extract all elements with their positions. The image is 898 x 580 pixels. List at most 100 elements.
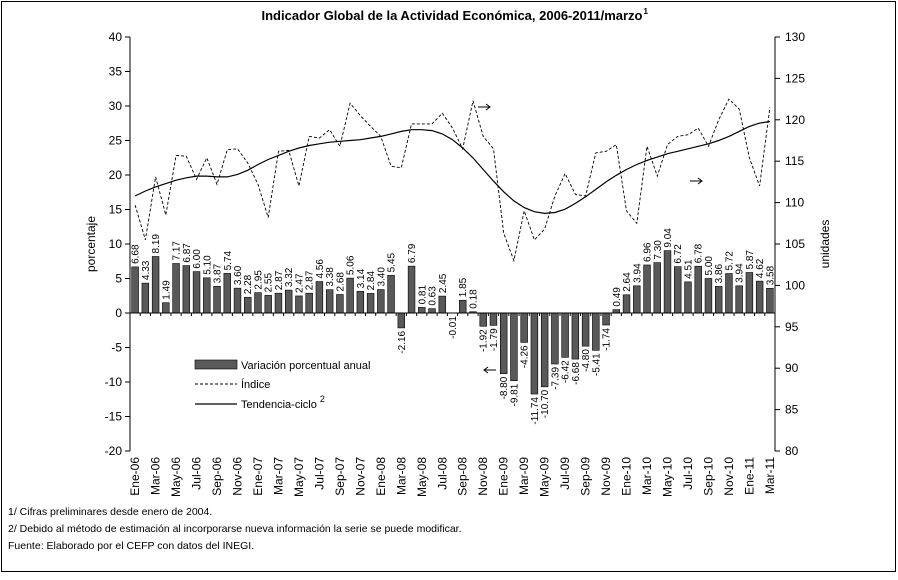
y-tick-label: 30	[109, 99, 123, 113]
bar	[367, 293, 374, 313]
x-tick-label: Mar-10	[640, 457, 654, 495]
x-tick-label: Jul-07	[312, 457, 326, 490]
bar	[613, 310, 620, 313]
bar	[633, 286, 640, 313]
x-tick-label: Sep-09	[579, 457, 593, 496]
y2-tick-label: 80	[785, 444, 799, 458]
x-tick-label: Mar-11	[763, 457, 777, 494]
x-tick-label: Sep-07	[333, 457, 347, 496]
bar	[183, 266, 190, 313]
bar	[152, 256, 159, 313]
data-label: -0.01	[448, 316, 459, 339]
data-label: -5.41	[591, 353, 602, 376]
footnote: 2/ Debido al método de estimación al inc…	[8, 523, 462, 535]
y-tick-label: 35	[109, 65, 123, 79]
bar	[132, 267, 139, 313]
data-label: 8.19	[151, 234, 162, 254]
x-tick-label: Mar-09	[517, 457, 531, 495]
y-tick-label: -5	[111, 341, 122, 355]
x-tick-label: Sep-06	[210, 457, 224, 496]
bar	[736, 286, 743, 313]
x-tick-label: Ene-08	[374, 457, 388, 496]
title-superscript: 1	[644, 7, 649, 16]
bar	[275, 293, 282, 313]
bar	[664, 251, 671, 313]
y-tick-label: 40	[109, 30, 123, 44]
data-label: 3.58	[765, 265, 776, 285]
y-tick-label: -15	[105, 410, 123, 424]
x-tick-label: May-08	[415, 457, 429, 497]
bar	[490, 313, 497, 325]
y-axis-label: porcentaje	[84, 216, 98, 272]
bar	[326, 290, 333, 313]
bar	[500, 313, 507, 374]
bar	[173, 264, 180, 313]
legend-label: Variación porcentual anual	[241, 360, 370, 372]
bar	[255, 293, 262, 313]
data-label: 6.79	[407, 243, 418, 263]
data-label: -1.79	[489, 328, 500, 351]
x-tick-label: Nov-07	[353, 457, 367, 496]
data-label: -4.26	[520, 345, 531, 368]
bar	[142, 283, 149, 313]
bar	[224, 273, 231, 313]
data-label: -9.81	[509, 383, 520, 406]
x-tick-label: Jul-09	[558, 457, 572, 490]
bar	[531, 313, 538, 394]
y2-axis-label: unidades	[818, 220, 832, 269]
bar	[551, 313, 558, 364]
x-tick-label: Ene-06	[128, 457, 142, 496]
x-tick-label: May-06	[169, 457, 183, 497]
x-tick-label: Nov-06	[231, 457, 245, 496]
bar	[685, 282, 692, 313]
bar	[203, 278, 210, 313]
data-label: 2.45	[438, 273, 449, 293]
x-tick-label: Mar-06	[149, 457, 163, 495]
bar	[603, 313, 610, 325]
y2-tick-label: 115	[785, 154, 804, 168]
bar	[162, 303, 169, 313]
x-tick-label: Sep-08	[456, 457, 470, 496]
bar	[654, 263, 661, 313]
y2-tick-label: 95	[785, 320, 799, 334]
legend-swatch	[195, 360, 237, 369]
bar	[756, 281, 763, 313]
footnote: 1/ Cifras preliminares desde enero de 20…	[8, 506, 212, 518]
y-tick-label: -10	[105, 375, 123, 389]
data-label: -10.70	[540, 389, 551, 418]
y-tick-label: 20	[109, 168, 123, 182]
bar	[695, 266, 702, 313]
bar	[306, 293, 313, 313]
x-tick-label: Sep-10	[701, 457, 715, 496]
bar	[592, 313, 599, 350]
bar	[726, 274, 733, 313]
chart-title: Indicador Global de la Actividad Económi…	[262, 8, 643, 23]
bar	[582, 313, 589, 346]
bar	[521, 313, 528, 342]
data-label: -1.74	[602, 328, 613, 351]
y-tick-label: 0	[115, 306, 122, 320]
x-tick-label: Ene-11	[742, 457, 756, 495]
bar	[408, 266, 415, 313]
bar	[398, 313, 405, 328]
x-tick-label: Mar-07	[271, 457, 285, 495]
bar	[244, 297, 251, 313]
bar	[214, 286, 221, 313]
bar	[562, 313, 569, 357]
legend-label: Índice	[241, 378, 270, 391]
bar	[511, 313, 518, 381]
y2-tick-label: 105	[785, 237, 805, 251]
bar	[674, 267, 681, 313]
x-tick-label: Nov-08	[476, 457, 490, 496]
bar	[193, 272, 200, 313]
bar	[439, 296, 446, 313]
legend-label: Tendencia-ciclo	[241, 399, 317, 411]
bar	[480, 313, 487, 326]
x-tick-label: Mar-08	[394, 457, 408, 495]
data-label: 3.94	[632, 263, 643, 283]
data-label: 1.49	[161, 280, 172, 300]
y2-tick-label: 100	[785, 278, 805, 292]
x-tick-label: May-10	[661, 457, 675, 497]
